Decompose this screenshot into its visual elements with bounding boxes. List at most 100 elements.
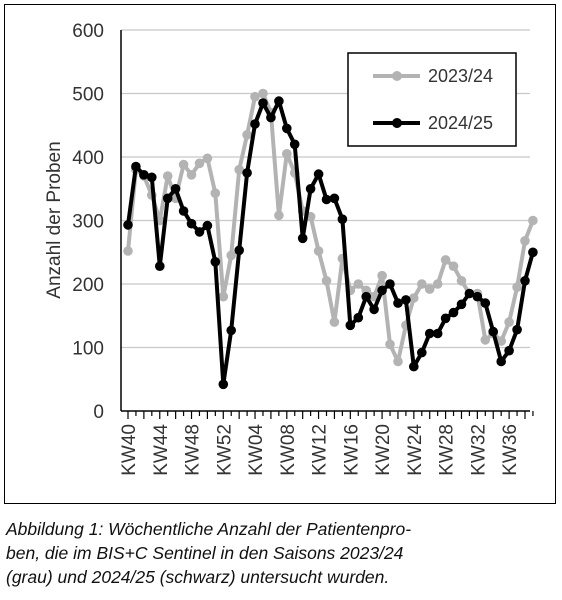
data-point <box>512 324 522 335</box>
data-point <box>417 279 427 289</box>
x-tick-label: KW08 <box>278 424 299 476</box>
data-point <box>393 356 403 367</box>
data-point <box>194 158 205 169</box>
x-tick-label: KW44 <box>151 424 172 476</box>
y-tick-label: 100 <box>72 339 104 360</box>
y-axis-label: Anzahl der Proben <box>44 141 65 298</box>
data-point <box>432 279 443 289</box>
data-point <box>329 317 340 327</box>
y-tick-label: 300 <box>72 212 104 233</box>
data-point <box>186 218 197 229</box>
series-layer <box>123 88 538 390</box>
data-point <box>456 299 467 310</box>
data-point <box>289 139 300 150</box>
data-point <box>337 214 348 224</box>
data-point <box>305 184 316 194</box>
data-point <box>147 172 157 183</box>
legend-label-2023-24: 2023/24 <box>428 66 493 86</box>
data-point <box>369 304 379 315</box>
data-point <box>504 317 514 327</box>
y-tick-labels: 0 100 200 300 400 500 600 <box>72 21 104 423</box>
data-point <box>170 184 181 194</box>
data-point <box>417 347 427 358</box>
caption-line: ben, die im BIS+C Sentinel in den Saison… <box>6 543 404 563</box>
x-tick-label: KW40 <box>119 424 140 476</box>
data-point <box>258 98 268 108</box>
data-point <box>234 164 244 175</box>
data-point <box>202 153 213 164</box>
data-point <box>528 215 538 226</box>
data-point <box>448 261 459 272</box>
legend-label-2024-25: 2024/25 <box>428 113 493 133</box>
data-point <box>353 279 364 289</box>
data-point <box>520 236 530 246</box>
x-tick-label: KW24 <box>405 424 426 476</box>
data-point <box>242 130 252 140</box>
data-point <box>504 345 514 356</box>
data-point <box>424 328 435 339</box>
data-point <box>202 220 213 231</box>
data-point <box>528 247 538 258</box>
data-point <box>472 291 483 302</box>
x-tick-label: KW32 <box>468 424 489 476</box>
x-tick-label: KW20 <box>373 424 394 476</box>
data-point <box>385 339 395 350</box>
legend-marker-2024-25 <box>392 118 402 128</box>
data-point <box>242 168 252 178</box>
data-point <box>424 284 435 294</box>
line-chart: 0 100 200 300 400 500 600 KW40 KW44 KW48 KW52 KW04… <box>44 21 538 476</box>
data-point <box>361 291 372 302</box>
data-point <box>401 295 411 305</box>
data-point <box>218 291 229 302</box>
data-point <box>496 356 507 367</box>
x-tick-label: KW28 <box>437 424 458 476</box>
caption-line: Abbildung 1: Wöchentliche Anzahl der Pat… <box>6 519 412 539</box>
legend: 2023/24 2024/25 <box>347 52 517 147</box>
data-point <box>496 336 507 346</box>
data-point <box>282 149 292 159</box>
y-tick-label: 600 <box>72 21 104 42</box>
data-point <box>258 88 268 99</box>
data-point <box>123 220 133 230</box>
data-point <box>234 245 244 256</box>
data-point <box>266 112 276 123</box>
data-point <box>313 246 324 256</box>
data-point <box>448 307 459 318</box>
legend-marker-2023-24 <box>392 71 402 81</box>
data-point <box>210 257 221 267</box>
data-point <box>377 270 387 281</box>
data-point <box>409 293 419 303</box>
data-point <box>488 326 499 337</box>
figure-caption: Abbildung 1: Wöchentliche Anzahl der Pat… <box>6 517 556 589</box>
data-point <box>440 255 451 265</box>
data-point <box>480 298 491 308</box>
data-point <box>456 276 467 286</box>
legend-box <box>347 52 517 147</box>
data-point <box>123 246 133 256</box>
data-point <box>178 159 189 170</box>
series-line <box>126 91 535 364</box>
x-tick-label: KW52 <box>214 424 235 476</box>
data-point <box>282 123 292 134</box>
y-tick-label: 500 <box>72 85 104 106</box>
data-point <box>353 312 364 323</box>
data-point <box>385 279 395 289</box>
data-point <box>186 170 197 180</box>
x-tick-label: KW12 <box>310 424 331 476</box>
data-point <box>520 276 530 286</box>
data-point <box>409 361 419 372</box>
data-point <box>377 285 387 296</box>
caption-line: (grau) und 2024/25 (schwarz) untersucht … <box>6 567 390 587</box>
data-point <box>194 227 205 237</box>
x-tick-label: KW36 <box>500 424 521 476</box>
data-point <box>274 96 284 106</box>
y-tick-label: 200 <box>72 275 104 296</box>
data-point <box>162 193 173 204</box>
x-tick-label: KW04 <box>246 424 267 476</box>
data-point <box>512 282 522 293</box>
data-point <box>178 206 189 216</box>
series-2023-24 <box>123 88 538 367</box>
data-point <box>440 313 451 324</box>
data-point <box>329 193 340 204</box>
data-point <box>250 91 260 102</box>
